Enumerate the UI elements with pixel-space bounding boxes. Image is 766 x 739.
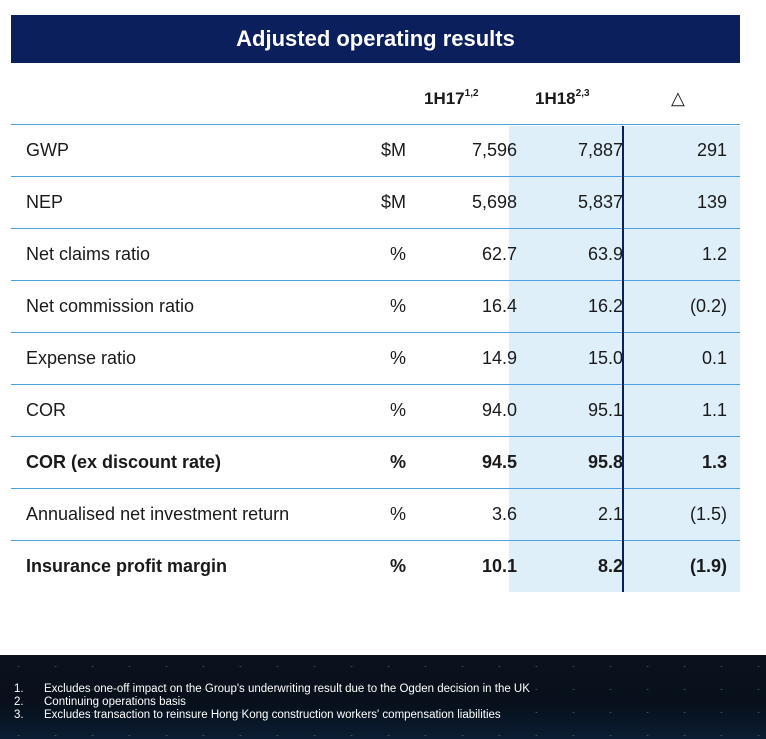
row-unit: % <box>389 348 406 368</box>
value-1h18: 5,837 <box>577 192 623 212</box>
header-1h18: 1H182,3 <box>535 88 590 108</box>
row-unit: $M <box>380 140 406 160</box>
highlight-column-background <box>509 126 740 592</box>
value-1h18: 63.9 <box>587 244 623 264</box>
value-1h18: 15.0 <box>587 348 623 368</box>
row-label: Expense ratio <box>26 348 137 368</box>
value-1h17: 3.6 <box>491 504 517 524</box>
column-divider <box>622 126 624 592</box>
background-texture <box>0 655 766 739</box>
footnotes-panel <box>0 655 766 739</box>
value-1h17: 14.9 <box>481 348 517 368</box>
value-1h17: 94.5 <box>481 452 517 472</box>
footnote-2: 2. Continuing operations basis <box>14 696 186 708</box>
footnote-3: 3. Excludes transaction to reinsure Hong … <box>14 709 501 721</box>
value-1h17: 62.7 <box>481 244 517 264</box>
row-unit: $M <box>380 192 406 212</box>
value-delta: 1.3 <box>701 452 727 472</box>
value-1h18: 2.1 <box>597 504 623 524</box>
row-unit: % <box>389 244 406 264</box>
table-row: Net claims ratio% 62.7 63.9 1.2 <box>11 228 740 281</box>
table-row: Annualised net investment return% 3.6 2.1 (… <box>11 488 740 541</box>
row-label: NEP <box>26 192 64 212</box>
value-1h17: 10.1 <box>481 556 517 576</box>
header-1h17: 1H171,2 <box>424 88 479 108</box>
value-1h17: 94.0 <box>481 400 517 420</box>
table-row: Expense ratio% 14.9 15.0 0.1 <box>11 332 740 385</box>
table-row: Net commission ratio% 16.4 16.2 (0.2) <box>11 280 740 333</box>
table-row: COR% 94.0 95.1 1.1 <box>11 384 740 437</box>
row-unit: % <box>389 504 406 524</box>
value-1h18: 16.2 <box>587 296 623 316</box>
value-1h18: 95.8 <box>587 452 623 472</box>
value-1h17: 16.4 <box>481 296 517 316</box>
row-unit: % <box>389 400 406 420</box>
value-delta: 0.1 <box>701 348 727 368</box>
value-delta: (1.5) <box>689 504 727 524</box>
row-unit: % <box>389 452 406 472</box>
row-label: COR (ex discount rate) <box>26 452 222 472</box>
table-row: Insurance profit margin% 10.1 8.2 (1.9) <box>11 540 740 593</box>
value-1h17: 7,596 <box>471 140 517 160</box>
table-row: NEP $M 5,698 5,837 139 <box>11 176 740 229</box>
row-label: Annualised net investment return <box>26 504 290 524</box>
page-title: Adjusted operating results <box>11 15 740 63</box>
row-label: COR <box>26 400 66 420</box>
table-row: GWP $M 7,596 7,887 291 <box>11 124 740 177</box>
row-label: Net commission ratio <box>26 296 195 316</box>
value-delta: 1.2 <box>701 244 727 264</box>
value-1h17: 5,698 <box>471 192 517 212</box>
value-delta: 139 <box>696 192 727 212</box>
table-row: COR (ex discount rate)% 94.5 95.8 1.3 <box>11 436 740 489</box>
value-1h18: 8.2 <box>597 556 623 576</box>
row-unit: % <box>389 296 406 316</box>
value-delta: 1.1 <box>701 400 727 420</box>
footnote-1: 1. Excludes one-off impact on the Group's… <box>14 683 530 695</box>
row-label: Insurance profit margin <box>26 556 228 576</box>
value-delta: 291 <box>696 140 727 160</box>
value-delta: (0.2) <box>689 296 727 316</box>
row-label: GWP <box>26 140 69 160</box>
delta-icon: △ <box>671 88 685 108</box>
row-label: Net claims ratio <box>26 244 151 264</box>
value-1h18: 95.1 <box>587 400 623 420</box>
row-unit: % <box>389 556 406 576</box>
value-delta: (1.9) <box>689 556 727 576</box>
value-1h18: 7,887 <box>577 140 623 160</box>
